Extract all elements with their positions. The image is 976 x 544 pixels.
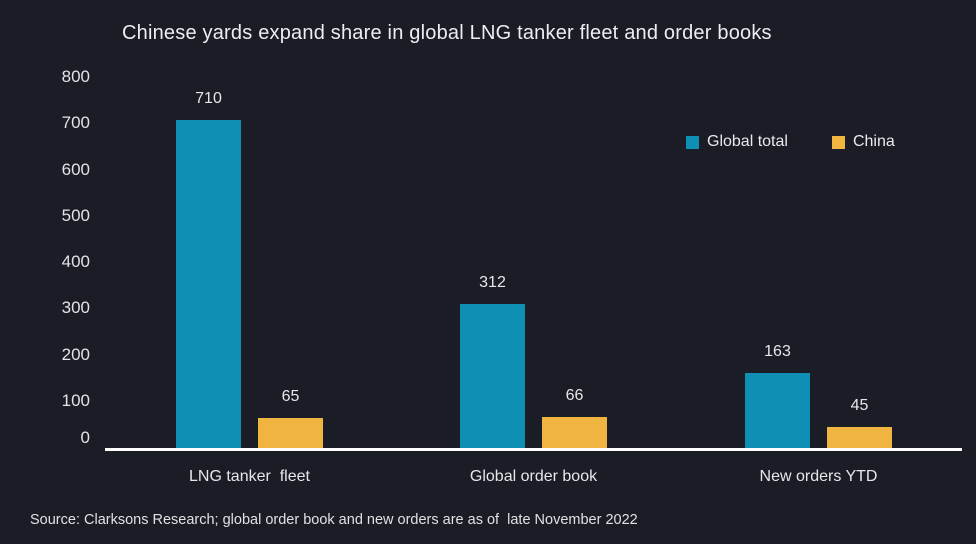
x-axis-line — [105, 448, 962, 451]
legend-label-china: China — [852, 133, 895, 150]
bar-value-label: 66 — [565, 387, 584, 405]
bar-value-label: 65 — [281, 387, 300, 405]
bar-value-label: 163 — [764, 342, 791, 360]
bar-china — [542, 417, 607, 448]
y-axis-tick-label: 200 — [61, 344, 90, 364]
y-axis-tick-label: 300 — [61, 298, 90, 318]
legend-item-china: China — [831, 133, 895, 151]
bar-value-label: 312 — [479, 273, 506, 291]
legend-item-global-total: Global total — [686, 133, 788, 151]
y-axis-tick-label: 800 — [61, 67, 90, 86]
chart-title: Chinese yards expand share in global LNG… — [122, 22, 772, 44]
y-axis-tick-label: 700 — [61, 113, 90, 133]
y-axis-tick-label: 0 — [80, 428, 90, 447]
y-axis-tick-label: 500 — [61, 205, 90, 225]
source-note: Source: Clarksons Research; global order… — [30, 512, 638, 528]
bar-global-total — [460, 303, 525, 448]
y-axis-tick-label: 600 — [61, 159, 90, 179]
legend-label-global-total: Global total — [707, 133, 788, 150]
bar-global-total — [745, 372, 810, 448]
y-axis-tick-label: 400 — [61, 252, 90, 271]
x-axis-category-label: Global order book — [469, 468, 598, 485]
bar-value-label: 45 — [850, 397, 869, 415]
x-axis-category-label: New orders YTD — [759, 468, 878, 485]
bar-value-label: 710 — [195, 89, 222, 107]
legend-swatch-china-icon — [831, 135, 845, 149]
bar-china — [258, 417, 323, 448]
x-axis-category-label: LNG tanker fleet — [189, 468, 310, 485]
legend-swatch-global-total-icon — [686, 135, 699, 149]
legend: Global total China — [686, 133, 895, 151]
bar-china — [827, 427, 892, 448]
y-axis-tick-label: 100 — [61, 390, 90, 410]
bar-global-total — [176, 119, 241, 448]
